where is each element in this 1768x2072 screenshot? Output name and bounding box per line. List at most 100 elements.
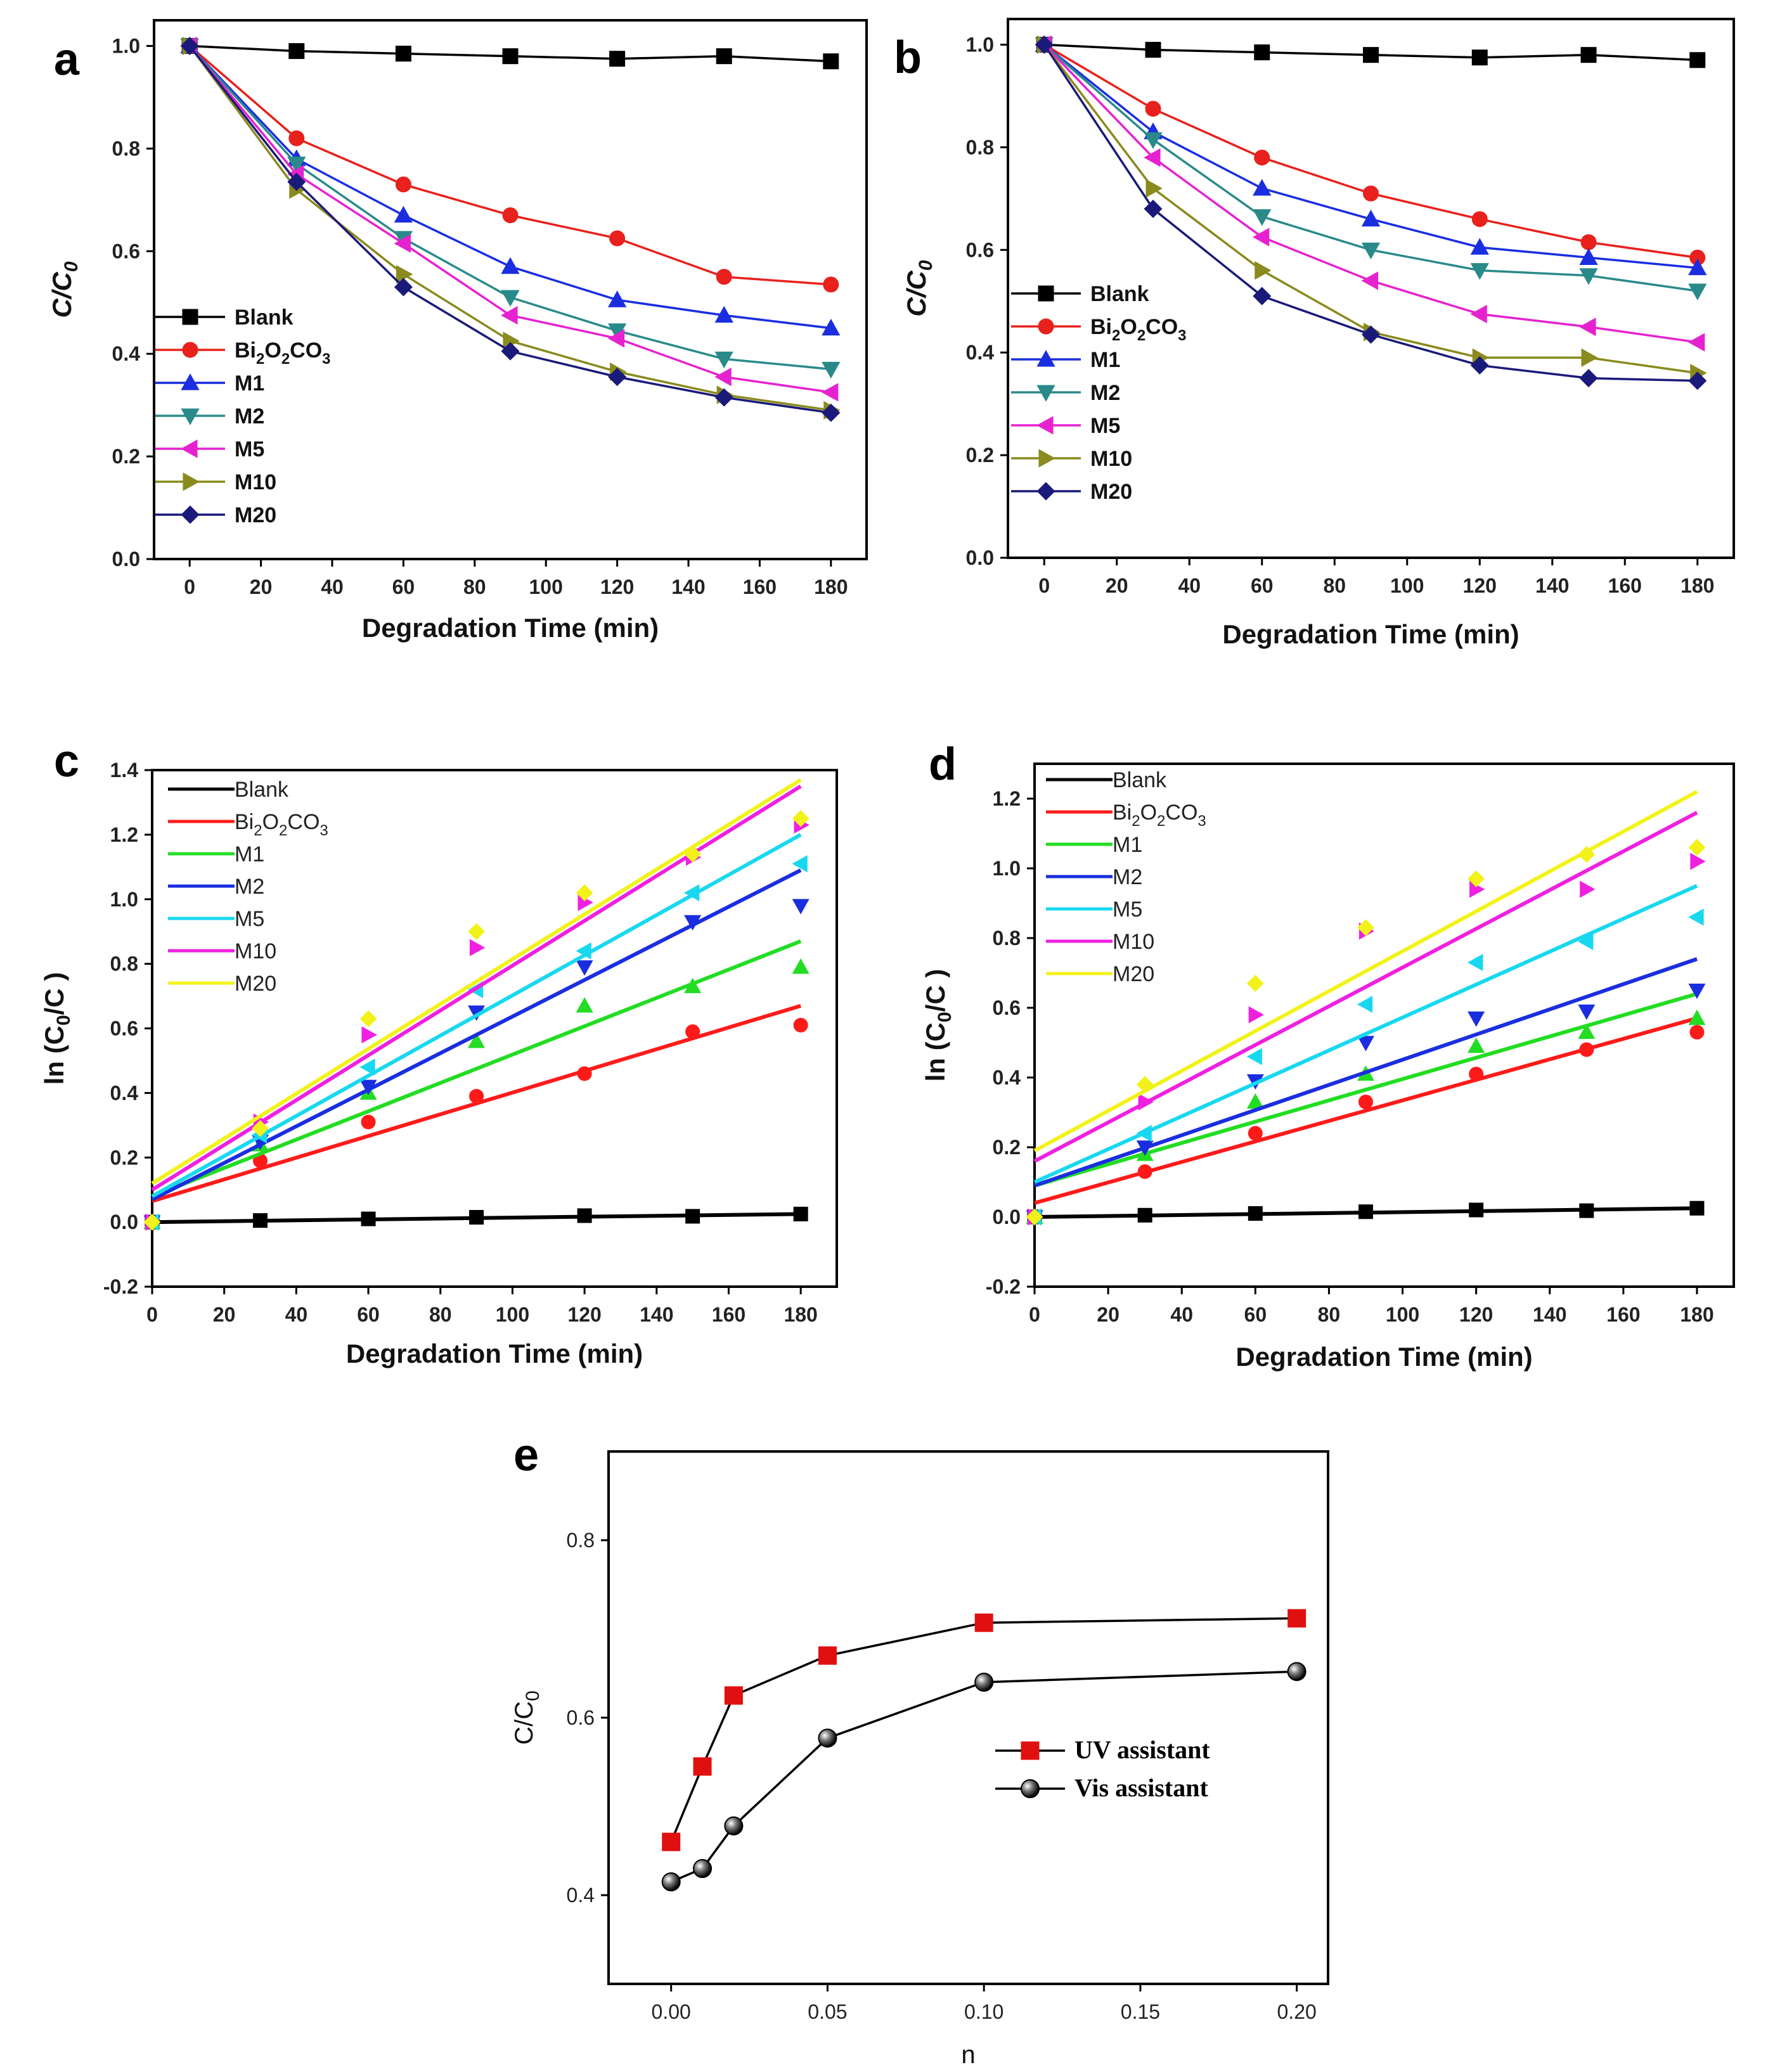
legend-label-c: Bi2​O2​CO3​ [235, 810, 328, 839]
y-tick-label-d: 0.4 [993, 1066, 1021, 1089]
legend-entry-a: Bi2​O2​CO3​ [155, 338, 331, 368]
data-point-a-M1 [822, 318, 841, 336]
legend-marker-a [182, 309, 198, 325]
data-point-e-Vis assistant [1287, 1662, 1307, 1682]
chart-panel-d: d 0 20 40 60 80 100 120 140 160 180 -0.2 0.0 0.2 0.4 0.… [920, 739, 1735, 1372]
x-tick-label-c: 20 [213, 1303, 236, 1326]
x-tick-label-d: 120 [1459, 1303, 1493, 1326]
data-point-e-UV assistant [724, 1686, 743, 1705]
legend-label-a: M20 [235, 503, 276, 527]
data-point-a-M1 [607, 290, 627, 307]
legend-label-d: Blank [1113, 768, 1167, 792]
data-point-c-M20 [359, 1010, 377, 1027]
series-a-M20 [180, 36, 841, 422]
data-point-c-Bi2O2CO3 [577, 1066, 592, 1081]
legend-label-d: M1 [1113, 833, 1142, 857]
x-tick-label-b: 40 [1178, 574, 1201, 597]
data-point-c-Blank [793, 1206, 808, 1221]
legend-entry-b: M2 [1011, 381, 1120, 405]
data-point-b-M20 [1688, 371, 1707, 390]
series-line-e-UV assistant [670, 1617, 1297, 1843]
x-tick-label-e: 0.10 [964, 2000, 1003, 2023]
data-point-e-UV assistant [818, 1646, 837, 1665]
legend-label-d: Bi2​O2​CO3​ [1113, 801, 1206, 830]
data-point-c-M20 [792, 810, 810, 827]
x-tick-label-b: 140 [1535, 574, 1569, 597]
x-tick-label-d: 0 [1029, 1303, 1040, 1326]
data-point-d-M5 [1467, 954, 1483, 971]
data-point-c-M20 [684, 846, 701, 863]
data-point-d-Bi2O2CO3 [1469, 1067, 1484, 1081]
data-point-b-M10 [1581, 348, 1598, 367]
x-tick-label-d: 40 [1170, 1303, 1193, 1326]
legend-label-b: M20 [1090, 480, 1132, 504]
data-point-a-M20 [608, 368, 627, 387]
x-tick-label-d: 140 [1533, 1303, 1566, 1326]
y-tick-label-c: 0.8 [110, 953, 138, 975]
y-tick-label-e: 0.6 [567, 1706, 595, 1729]
x-tick-label-b: 80 [1323, 574, 1346, 597]
x-tick-label-c: 0 [146, 1303, 158, 1326]
data-point-a-Bi2O2CO3 [823, 276, 839, 293]
y-tick-label-c: 0.6 [110, 1017, 138, 1040]
data-point-a-M20 [287, 172, 306, 191]
data-point-c-Bi2O2CO3 [469, 1088, 484, 1104]
x-tick-label-d: 100 [1386, 1303, 1419, 1326]
data-point-e-Vis assistant [693, 1859, 713, 1878]
y-axis-label-c: ln (C0/C ) [39, 972, 74, 1085]
y-tick-label-b: 1.0 [966, 33, 994, 56]
legend-label-d: M5 [1113, 898, 1142, 922]
data-point-c-M20 [576, 884, 593, 901]
legend-entry-c: M20 [168, 972, 276, 996]
data-point-e-Vis assistant [661, 1872, 681, 1891]
y-tick-label-c: 0.2 [110, 1146, 138, 1169]
x-tick-label-e: 0.15 [1121, 2000, 1160, 2023]
legend-marker-a [182, 342, 198, 358]
y-tick-label-c: -0.2 [103, 1275, 138, 1298]
x-axis-label-c: Degradation Time (min) [346, 1339, 643, 1368]
data-point-a-M1 [501, 257, 520, 274]
series-a-Blank [181, 37, 839, 70]
data-point-a-Blank [609, 51, 626, 67]
x-tick-label-c: 120 [567, 1303, 601, 1326]
x-axis-label-a: Degradation Time (min) [362, 613, 659, 643]
data-point-b-M2 [1361, 242, 1381, 260]
legend-marker-b [1036, 385, 1055, 402]
data-point-b-M20 [1035, 35, 1054, 54]
data-point-c-M2 [684, 915, 702, 931]
data-point-c-M5 [576, 942, 591, 960]
data-point-a-M20 [180, 36, 199, 55]
data-point-c-Blank [577, 1208, 592, 1223]
legend-marker-a [181, 505, 200, 524]
x-tick-label-b: 100 [1390, 574, 1424, 597]
data-point-b-M5 [1579, 318, 1596, 337]
x-tick-label-c: 160 [712, 1303, 745, 1326]
data-point-d-M5 [1688, 908, 1704, 926]
x-tick-label-a: 120 [600, 576, 634, 598]
y-tick-label-d: 1.2 [993, 787, 1021, 810]
data-point-b-M2 [1579, 268, 1598, 285]
data-point-a-Blank [288, 43, 305, 60]
legend-label-c: M5 [235, 907, 264, 931]
panel-label-a: a [54, 34, 80, 85]
data-point-c-M20 [468, 923, 485, 941]
legend-entry-a: M2 [155, 404, 264, 428]
data-point-b-M5 [1252, 228, 1270, 247]
x-tick-label-b: 60 [1251, 574, 1274, 597]
y-tick-label-a: 1.0 [112, 34, 140, 57]
data-point-d-M10 [1580, 880, 1596, 898]
data-point-e-UV assistant [974, 1613, 993, 1632]
data-point-b-M1 [1361, 209, 1381, 227]
legend-marker-a [181, 408, 200, 425]
data-point-d-M1 [1578, 1023, 1596, 1039]
data-point-a-M1 [394, 205, 413, 223]
series-a-M2 [180, 38, 841, 379]
legend-entry-c: M10 [168, 939, 276, 963]
legend-marker-b [1038, 285, 1054, 302]
y-tick-label-b: 0.0 [966, 546, 994, 569]
data-point-e-Vis assistant [974, 1673, 994, 1692]
legend-entry-a: M1 [155, 371, 264, 396]
data-point-a-M20 [501, 342, 520, 361]
legend-marker-b [1038, 318, 1054, 335]
legend-entry-c: M1 [168, 842, 264, 866]
